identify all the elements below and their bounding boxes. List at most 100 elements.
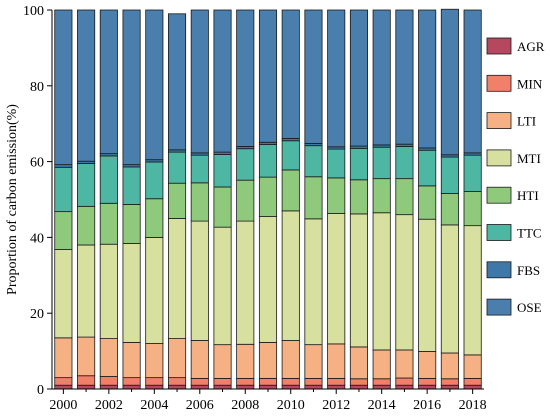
legend: AGR MIN LTI MTI HTI TTC FBS OSE	[486, 37, 545, 316]
bar-mti-2002	[99, 243, 118, 339]
bar-lti-2018	[463, 354, 482, 379]
legend-label: LTI	[517, 114, 536, 129]
bar-lti-2010	[281, 340, 300, 379]
bar-agr-2003	[122, 384, 141, 390]
x-tick-label: 2002	[95, 398, 123, 413]
bar-lti-2003	[122, 341, 141, 379]
bar-lti-2009	[258, 341, 278, 379]
y-tick-label: 0	[37, 383, 44, 398]
bar-ose-2002	[99, 9, 118, 155]
legend-swatch	[486, 261, 512, 279]
bar-hti-2011	[304, 176, 323, 220]
bar-hti-2006	[190, 182, 209, 222]
legend-label: TTC	[517, 226, 542, 241]
bar-min-2001	[77, 375, 96, 386]
bar-stack-2008	[236, 9, 255, 390]
bar-mti-2016	[418, 218, 437, 352]
bar-stack-2016	[418, 9, 437, 390]
legend-label: HTI	[517, 188, 539, 203]
bar-agr-2007	[213, 384, 232, 390]
bar-agr-2001	[77, 384, 96, 390]
bar-hti-2010	[281, 169, 300, 212]
bar-hti-2000	[54, 211, 73, 250]
legend-item-hti: HTI	[486, 186, 539, 204]
bar-ttc-2012	[327, 148, 346, 179]
bar-stack-2012	[327, 9, 346, 390]
bar-stack-2005	[168, 13, 187, 390]
bar-agr-2016	[418, 384, 437, 390]
bar-lti-2015	[395, 349, 414, 379]
bar-min-2015	[395, 377, 414, 386]
legend-swatch	[486, 112, 512, 129]
bar-stack-2003	[122, 9, 141, 390]
bar-mti-2001	[77, 244, 96, 338]
bar-hti-2015	[395, 178, 414, 216]
legend-label: MTI	[517, 151, 541, 166]
legend-label: MIN	[517, 76, 543, 91]
bar-lti-2011	[304, 344, 323, 379]
legend-item-agr: AGR	[486, 37, 545, 55]
bar-min-2009	[258, 377, 278, 386]
bar-hti-2013	[349, 179, 368, 215]
bar-agr-2008	[236, 384, 255, 390]
bar-ose-2016	[418, 9, 437, 149]
bar-min-2016	[418, 377, 437, 386]
bar-mti-2015	[395, 214, 414, 351]
bar-agr-2013	[349, 384, 368, 390]
bar-agr-2017	[440, 384, 459, 390]
y-tick-label: 20	[30, 307, 44, 322]
y-tick-label: 60	[30, 156, 44, 171]
bar-ose-2014	[372, 9, 391, 146]
bar-ttc-2004	[145, 161, 164, 200]
bar-agr-2014	[372, 384, 391, 390]
bar-ose-2005	[168, 13, 187, 151]
bar-lti-2013	[349, 346, 368, 380]
legend-swatch	[486, 224, 512, 241]
bar-ose-2004	[145, 9, 164, 161]
bar-ttc-2009	[258, 144, 278, 178]
bar-stack-2001	[77, 9, 96, 390]
bar-mti-2007	[213, 226, 232, 346]
bar-agr-2006	[190, 384, 209, 390]
bar-ttc-2000	[54, 166, 73, 213]
bar-min-2005	[168, 377, 187, 386]
bar-stack-2018	[463, 9, 482, 390]
bar-ose-2013	[349, 9, 368, 147]
bar-ose-2009	[258, 9, 278, 143]
bar-mti-2009	[258, 216, 278, 343]
bar-stack-2004	[145, 9, 164, 390]
bar-hti-2003	[122, 204, 141, 244]
bar-hti-2009	[258, 176, 278, 217]
bar-min-2007	[213, 377, 232, 386]
x-tick-label: 2000	[49, 398, 77, 413]
bar-ose-2000	[54, 9, 73, 166]
legend-item-lti: LTI	[486, 112, 536, 129]
bar-min-2011	[304, 377, 323, 386]
bar-ose-2006	[190, 9, 209, 154]
bar-min-2004	[145, 377, 164, 386]
bar-hti-2008	[236, 179, 255, 222]
bar-lti-2016	[418, 351, 437, 379]
bar-ttc-2018	[463, 154, 482, 192]
bar-hti-2005	[168, 182, 187, 219]
bar-lti-2007	[213, 344, 232, 379]
bar-lti-2014	[372, 349, 391, 380]
legend-label: AGR	[517, 39, 545, 54]
bar-min-2014	[372, 378, 391, 386]
bar-ttc-2008	[236, 148, 255, 181]
bar-ttc-2007	[213, 153, 232, 188]
bar-stack-2002	[99, 9, 118, 390]
bar-agr-2004	[145, 384, 164, 390]
bar-hti-2002	[99, 202, 118, 245]
bar-stack-2014	[372, 9, 391, 390]
bar-mti-2018	[463, 225, 482, 356]
y-axis-title: Proportion of carbon emission(%)	[5, 104, 20, 295]
bar-mti-2006	[190, 220, 209, 341]
bar-min-2000	[54, 377, 73, 386]
bar-min-2013	[349, 378, 368, 386]
legend-swatch	[486, 37, 512, 55]
bar-ttc-2016	[418, 149, 437, 187]
bar-agr-2012	[327, 384, 346, 390]
bar-lti-2005	[168, 338, 187, 379]
legend-swatch	[486, 298, 512, 316]
